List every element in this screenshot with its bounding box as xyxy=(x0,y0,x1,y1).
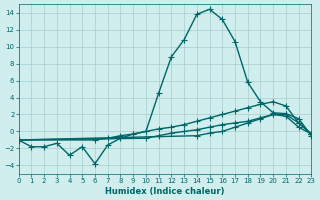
X-axis label: Humidex (Indice chaleur): Humidex (Indice chaleur) xyxy=(105,187,225,196)
